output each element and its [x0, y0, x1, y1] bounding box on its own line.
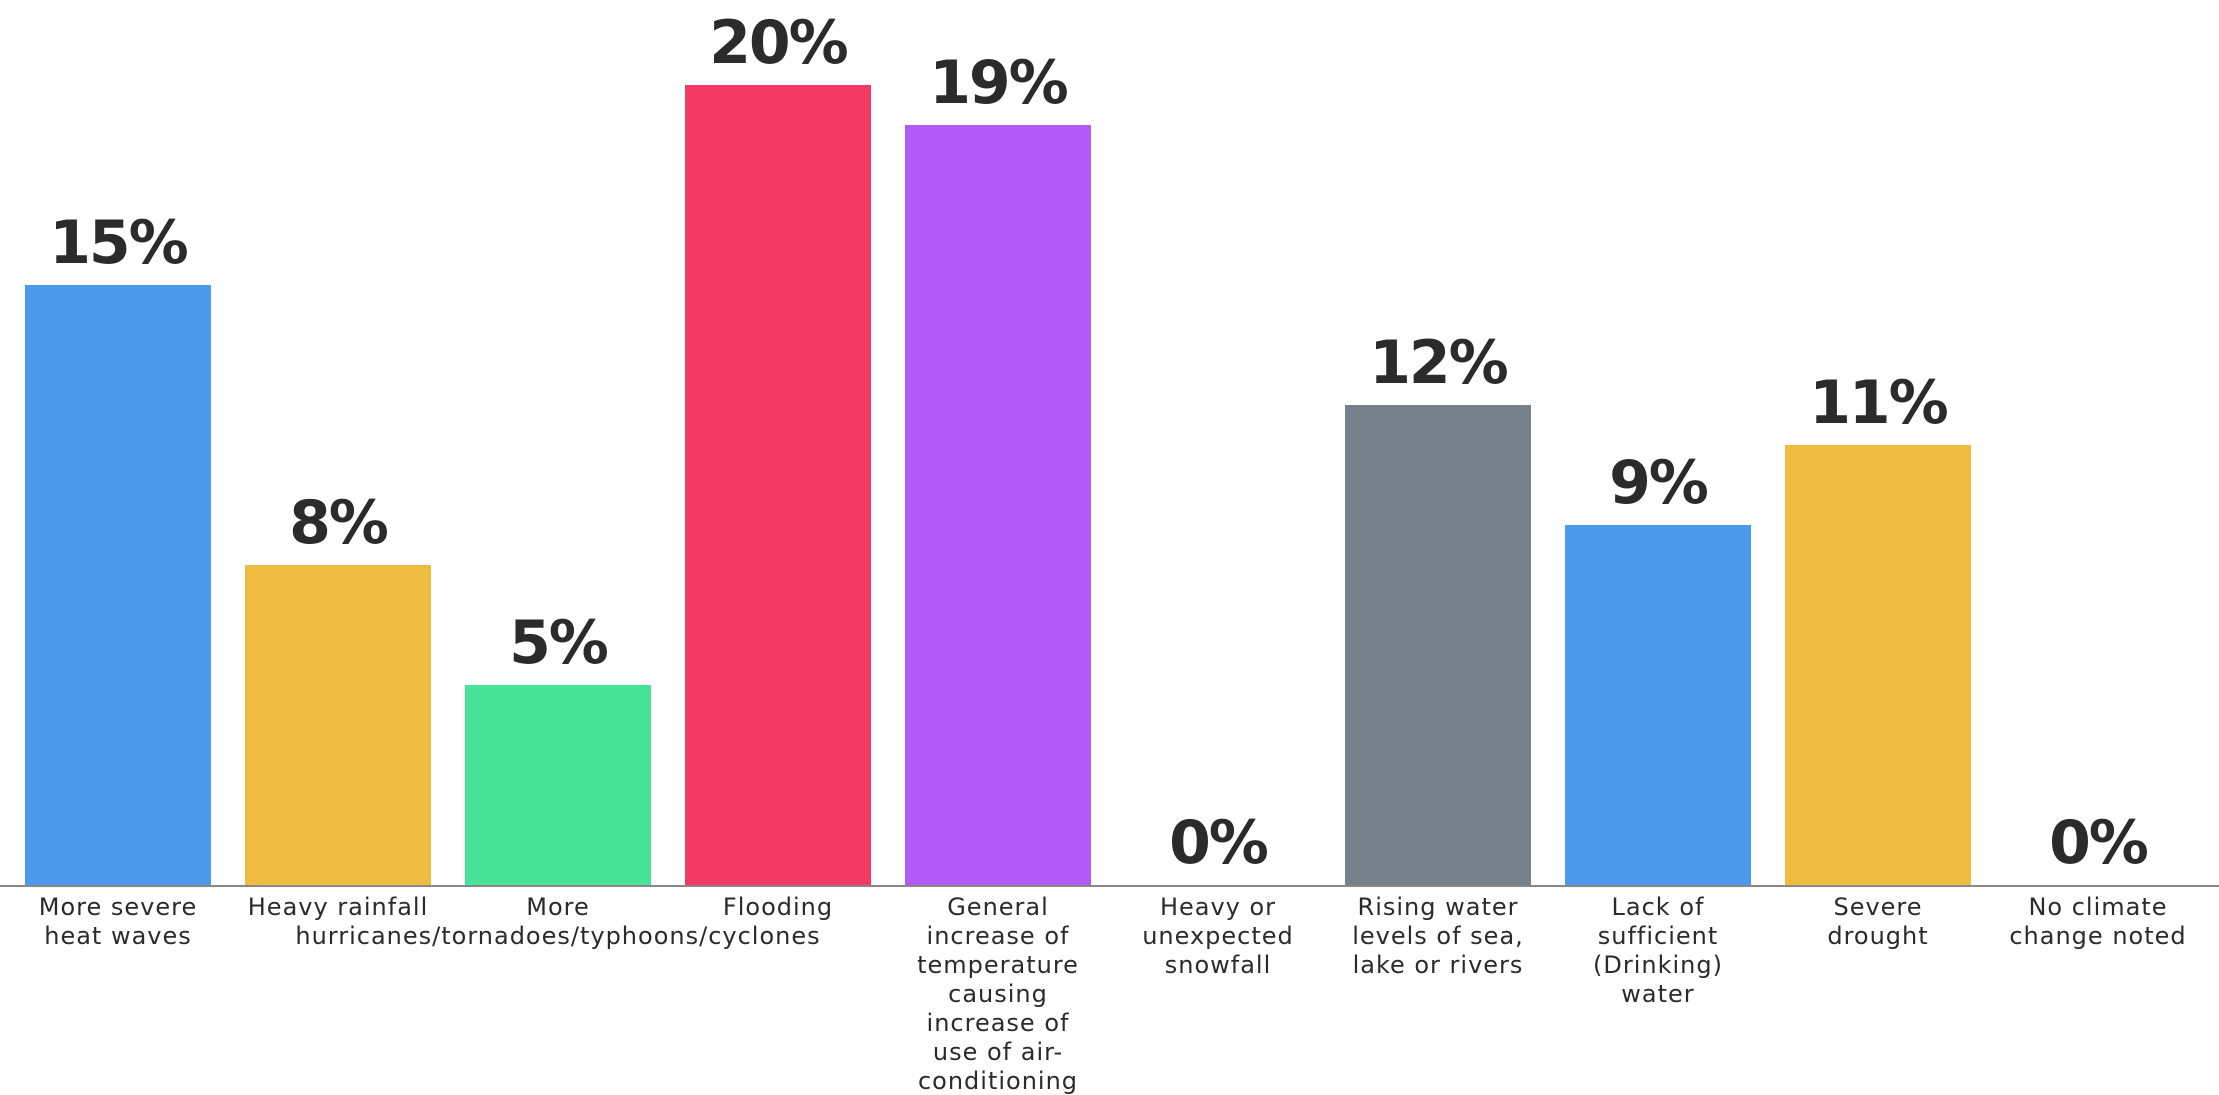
category-label-line: No climate — [2028, 893, 2167, 921]
category-label-line: Severe — [1833, 893, 1922, 921]
category-label-line: change noted — [2009, 922, 2186, 950]
category-label-line: increase of — [927, 922, 1070, 950]
category-label-0: More severe heat waves — [39, 893, 197, 950]
category-label-line: drought — [1827, 922, 1928, 950]
category-label-8: Severe drought — [1827, 893, 1928, 950]
category-label-line: Heavy or — [1160, 893, 1276, 921]
value-label-6: 12% — [1369, 328, 1507, 398]
category-label-line: sufficient — [1598, 922, 1719, 950]
bar-0 — [25, 285, 211, 885]
category-label-line: Flooding — [723, 893, 833, 921]
category-label-line: hurricanes/tornadoes/typhoons/cyclones — [295, 922, 820, 950]
bar-6 — [1345, 405, 1531, 885]
category-label-line: General — [947, 893, 1049, 921]
value-label-9: 0% — [2049, 808, 2148, 878]
category-label-7: Lack of sufficient (Drinking) water — [1593, 893, 1723, 1008]
category-label-9: No climate change noted — [2009, 893, 2186, 950]
category-label-line: heat waves — [44, 922, 192, 950]
bar-3 — [685, 85, 871, 885]
category-label-line: use of air- — [933, 1038, 1063, 1066]
category-label-line: snowfall — [1165, 951, 1272, 979]
category-label-line: increase of — [927, 1009, 1070, 1037]
category-label-3: Flooding — [723, 893, 833, 921]
category-label-line: More severe — [39, 893, 197, 921]
category-label-line: causing — [948, 980, 1048, 1008]
value-label-7: 9% — [1609, 448, 1708, 518]
bar-1 — [245, 565, 431, 885]
category-label-line: Lack of — [1612, 893, 1705, 921]
category-label-2: More hurricanes/tornadoes/typhoons/cyclon… — [295, 893, 820, 950]
category-label-line: unexpected — [1142, 922, 1294, 950]
bar-2 — [465, 685, 651, 885]
category-label-1: Heavy rainfall — [248, 893, 429, 921]
value-label-1: 8% — [289, 488, 388, 558]
value-labels-group: 15% 8% 5% 20% 19% 0% 12% 9% 11% 0% — [49, 8, 2150, 878]
bars-group — [25, 85, 1971, 885]
value-label-3: 20% — [709, 8, 847, 78]
category-label-line: More — [526, 893, 590, 921]
bar-7 — [1565, 525, 1751, 885]
value-label-0: 15% — [49, 208, 187, 278]
category-label-line: water — [1621, 980, 1694, 1008]
category-label-line: levels of sea, — [1352, 922, 1524, 950]
bar-8 — [1785, 445, 1971, 885]
category-label-6: Rising water levels of sea, lake or rivers — [1352, 893, 1524, 979]
value-label-2: 5% — [509, 608, 608, 678]
category-label-5: Heavy or unexpected snowfall — [1142, 893, 1294, 979]
category-label-line: lake or rivers — [1353, 951, 1524, 979]
category-label-line: temperature — [917, 951, 1079, 979]
category-label-line: conditioning — [918, 1067, 1078, 1095]
value-label-4: 19% — [929, 48, 1067, 118]
category-label-line: Heavy rainfall — [248, 893, 429, 921]
category-label-line: Rising water — [1358, 893, 1519, 921]
value-label-5: 0% — [1169, 808, 1268, 878]
category-label-4: General increase of temperature causing incr… — [917, 893, 1079, 1095]
bar-4 — [905, 125, 1091, 885]
category-label-line: (Drinking) — [1593, 951, 1723, 979]
value-label-8: 11% — [1809, 368, 1947, 438]
